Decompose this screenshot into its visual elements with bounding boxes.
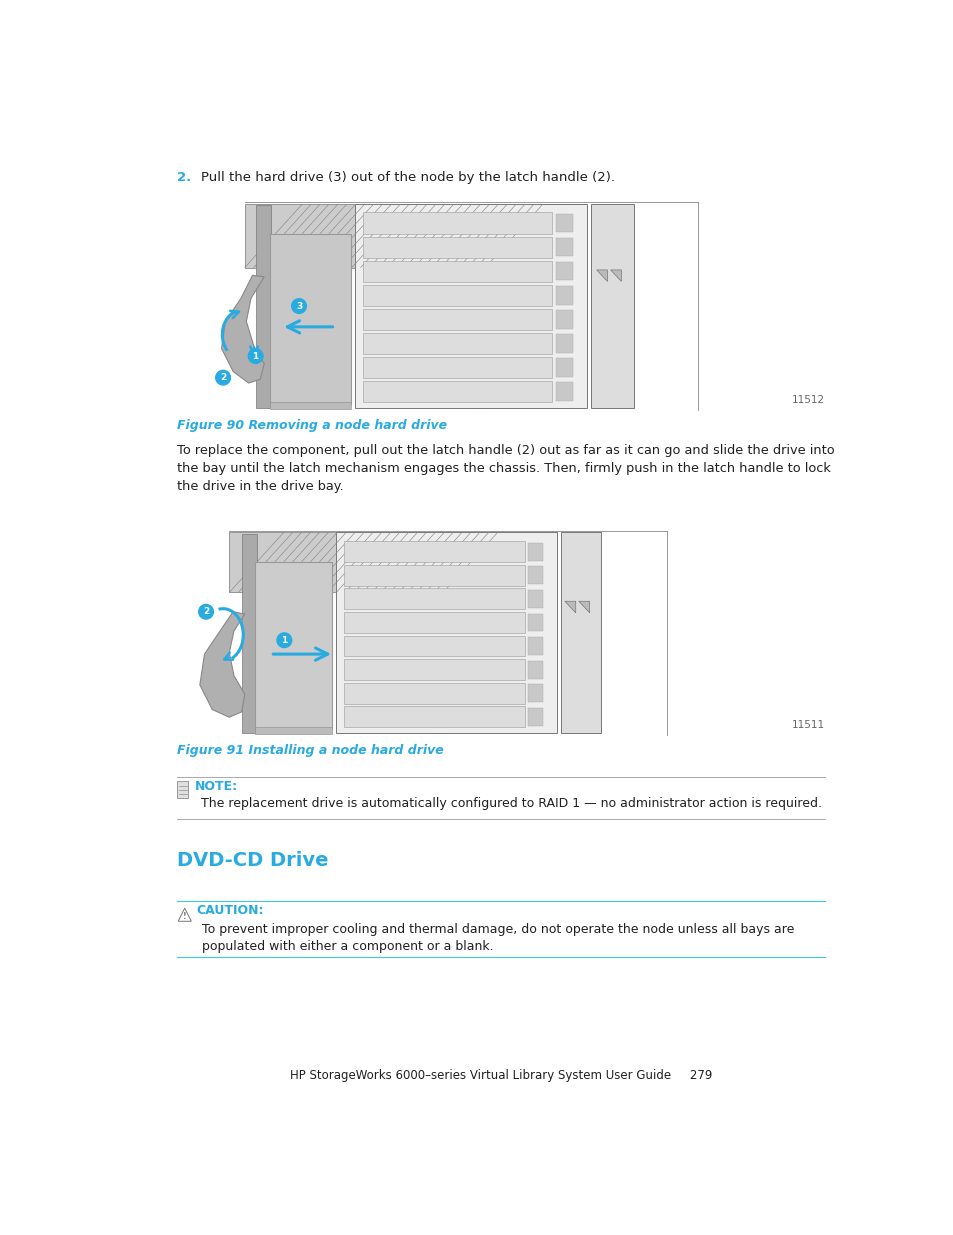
- FancyBboxPatch shape: [527, 567, 542, 584]
- FancyBboxPatch shape: [335, 532, 557, 734]
- FancyBboxPatch shape: [591, 204, 633, 409]
- FancyBboxPatch shape: [255, 205, 271, 409]
- Text: 3: 3: [295, 301, 302, 310]
- FancyBboxPatch shape: [427, 532, 450, 734]
- FancyBboxPatch shape: [362, 237, 552, 258]
- Polygon shape: [564, 601, 575, 613]
- Text: The replacement drive is automatically configured to RAID 1 — no administrator a: The replacement drive is automatically c…: [200, 797, 821, 809]
- FancyBboxPatch shape: [270, 403, 351, 409]
- Text: 11512: 11512: [791, 395, 823, 405]
- FancyBboxPatch shape: [245, 205, 469, 268]
- Polygon shape: [578, 601, 589, 613]
- Text: Figure 90 Removing a node hard drive: Figure 90 Removing a node hard drive: [177, 419, 447, 432]
- FancyBboxPatch shape: [344, 683, 524, 704]
- FancyBboxPatch shape: [362, 380, 552, 403]
- Text: 2: 2: [220, 373, 226, 382]
- Text: 1: 1: [281, 636, 287, 645]
- FancyBboxPatch shape: [177, 782, 188, 798]
- Text: 2.: 2.: [177, 172, 192, 184]
- FancyBboxPatch shape: [245, 203, 701, 410]
- FancyBboxPatch shape: [527, 590, 542, 608]
- FancyBboxPatch shape: [229, 532, 427, 593]
- FancyBboxPatch shape: [527, 637, 542, 655]
- FancyBboxPatch shape: [362, 309, 552, 330]
- FancyBboxPatch shape: [344, 706, 524, 727]
- Circle shape: [276, 632, 292, 647]
- FancyBboxPatch shape: [560, 532, 600, 734]
- Polygon shape: [610, 270, 620, 282]
- Text: DVD-CD Drive: DVD-CD Drive: [177, 851, 329, 871]
- Text: NOTE:: NOTE:: [194, 779, 237, 793]
- Circle shape: [248, 348, 263, 363]
- Polygon shape: [178, 908, 192, 921]
- FancyBboxPatch shape: [527, 661, 542, 678]
- FancyBboxPatch shape: [362, 285, 552, 306]
- FancyBboxPatch shape: [527, 684, 542, 703]
- Text: Pull the hard drive (3) out of the node by the latch handle (2).: Pull the hard drive (3) out of the node …: [200, 172, 614, 184]
- Circle shape: [292, 299, 306, 314]
- FancyBboxPatch shape: [556, 310, 573, 329]
- Text: 1: 1: [253, 352, 258, 361]
- FancyBboxPatch shape: [344, 636, 524, 657]
- FancyBboxPatch shape: [362, 332, 552, 354]
- FancyBboxPatch shape: [556, 262, 573, 280]
- FancyBboxPatch shape: [355, 204, 587, 409]
- Polygon shape: [221, 275, 264, 383]
- Circle shape: [215, 370, 231, 385]
- Text: !: !: [183, 913, 187, 921]
- Text: populated with either a component or a blank.: populated with either a component or a b…: [202, 940, 494, 952]
- FancyBboxPatch shape: [344, 659, 524, 680]
- FancyBboxPatch shape: [556, 335, 573, 353]
- FancyBboxPatch shape: [344, 588, 524, 609]
- Text: 11511: 11511: [791, 720, 823, 730]
- FancyBboxPatch shape: [556, 214, 573, 232]
- Polygon shape: [199, 611, 245, 718]
- Text: the drive in the drive bay.: the drive in the drive bay.: [177, 480, 344, 493]
- FancyBboxPatch shape: [254, 562, 332, 729]
- FancyBboxPatch shape: [556, 358, 573, 377]
- FancyBboxPatch shape: [527, 543, 542, 561]
- FancyBboxPatch shape: [527, 708, 542, 726]
- Text: HP StorageWorks 6000–series Virtual Library System User Guide     279: HP StorageWorks 6000–series Virtual Libr…: [290, 1070, 711, 1082]
- Text: the bay until the latch mechanism engages the chassis. Then, firmly push in the : the bay until the latch mechanism engage…: [177, 462, 830, 475]
- FancyBboxPatch shape: [362, 357, 552, 378]
- Text: CAUTION:: CAUTION:: [195, 904, 263, 916]
- FancyBboxPatch shape: [556, 287, 573, 305]
- FancyBboxPatch shape: [344, 564, 524, 585]
- Circle shape: [198, 604, 213, 619]
- FancyBboxPatch shape: [556, 383, 573, 401]
- FancyBboxPatch shape: [344, 541, 524, 562]
- FancyBboxPatch shape: [362, 261, 552, 282]
- FancyBboxPatch shape: [362, 212, 552, 233]
- FancyBboxPatch shape: [270, 235, 351, 404]
- FancyBboxPatch shape: [344, 613, 524, 632]
- FancyBboxPatch shape: [556, 238, 573, 257]
- Text: Figure 91 Installing a node hard drive: Figure 91 Installing a node hard drive: [177, 745, 444, 757]
- FancyBboxPatch shape: [527, 614, 542, 631]
- Polygon shape: [596, 270, 607, 282]
- FancyBboxPatch shape: [254, 727, 332, 734]
- Text: 2: 2: [203, 608, 209, 616]
- Text: To replace the component, pull out the latch handle (2) out as far as it can go : To replace the component, pull out the l…: [177, 443, 834, 457]
- FancyBboxPatch shape: [469, 204, 494, 409]
- FancyBboxPatch shape: [229, 531, 670, 735]
- FancyBboxPatch shape: [241, 534, 257, 734]
- Text: To prevent improper cooling and thermal damage, do not operate the node unless a: To prevent improper cooling and thermal …: [202, 923, 794, 936]
